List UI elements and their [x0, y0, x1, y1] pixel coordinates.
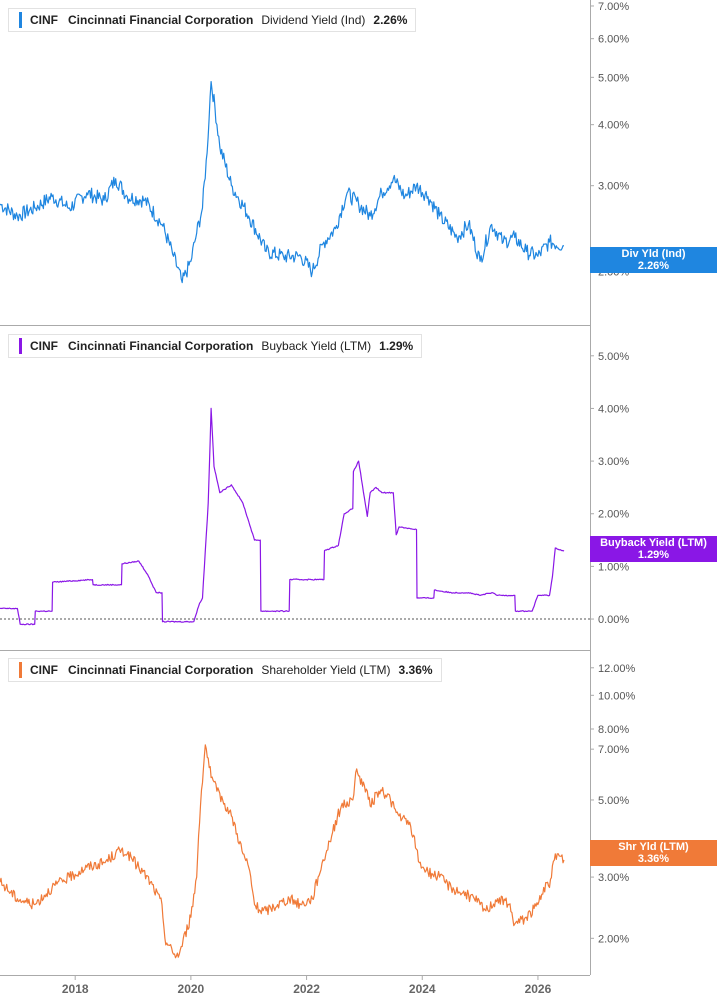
legend-swatch	[19, 338, 22, 354]
legend-value: 2.26%	[373, 13, 408, 27]
y-tick-label: 8.00%	[598, 724, 629, 736]
y-tick-label: 2.00%	[598, 933, 629, 945]
legend-ticker: CINF	[30, 339, 58, 353]
x-tick-label: 2022	[293, 982, 320, 996]
tag-label: Shr Yld (LTM)	[618, 841, 689, 853]
legend-swatch	[19, 12, 22, 28]
legend-company: Cincinnati Financial Corporation	[68, 663, 254, 677]
series-line	[0, 407, 565, 626]
legend-value: 1.29%	[379, 339, 414, 353]
x-tick-label: 2026	[525, 982, 552, 996]
tag-label: Div Yld (Ind)	[621, 248, 686, 260]
tag-value: 2.26%	[637, 260, 670, 272]
legend-ticker: CINF	[30, 663, 58, 677]
y-tick-label: 4.00%	[598, 403, 629, 415]
legend-company: Cincinnati Financial Corporation	[68, 13, 254, 27]
legend-metric: Dividend Yield (Ind)	[261, 13, 366, 27]
last-value-tag-shareholder: Shr Yld (LTM) 3.36%	[590, 840, 717, 866]
y-tick-label: 1.00%	[598, 561, 629, 573]
legend-dividend-yield[interactable]: CINF Cincinnati Financial Corporation Di…	[8, 8, 417, 32]
y-tick-label: 7.00%	[598, 744, 629, 756]
tag-label: Buyback Yield (LTM)	[600, 537, 707, 549]
y-tick-label: 10.00%	[598, 690, 636, 702]
legend-metric: Shareholder Yield (LTM)	[261, 663, 391, 677]
last-value-tag-buyback: Buyback Yield (LTM) 1.29%	[590, 536, 717, 562]
tag-value: 3.36%	[637, 853, 670, 865]
y-tick-label: 5.00%	[598, 351, 629, 363]
y-tick-label: 3.00%	[598, 181, 629, 193]
legend-value: 3.36%	[398, 663, 433, 677]
x-tick-label: 2018	[62, 982, 89, 996]
y-tick-label: 4.00%	[598, 120, 629, 132]
y-tick-label: 5.00%	[598, 72, 629, 84]
y-tick-label: 5.00%	[598, 795, 629, 807]
y-tick-label: 3.00%	[598, 872, 629, 884]
y-tick-label: 6.00%	[598, 34, 629, 46]
series-line	[0, 81, 565, 284]
legend-company: Cincinnati Financial Corporation	[68, 339, 254, 353]
last-value-tag-dividend: Div Yld (Ind) 2.26%	[590, 247, 717, 273]
legend-shareholder-yield[interactable]: CINF Cincinnati Financial Corporation Sh…	[8, 658, 442, 682]
x-tick-label: 2024	[409, 982, 436, 996]
legend-metric: Buyback Yield (LTM)	[261, 339, 372, 353]
series-line	[0, 744, 565, 959]
y-tick-label: 2.00%	[598, 509, 629, 521]
legend-swatch	[19, 662, 22, 678]
tag-value: 1.29%	[637, 549, 670, 561]
x-tick-label: 2020	[178, 982, 205, 996]
legend-ticker: CINF	[30, 13, 58, 27]
legend-buyback-yield[interactable]: CINF Cincinnati Financial Corporation Bu…	[8, 334, 423, 358]
y-tick-label: 3.00%	[598, 456, 629, 468]
y-tick-label: 12.00%	[598, 663, 636, 675]
y-tick-label: 0.00%	[598, 614, 629, 626]
y-tick-label: 7.00%	[598, 1, 629, 13]
